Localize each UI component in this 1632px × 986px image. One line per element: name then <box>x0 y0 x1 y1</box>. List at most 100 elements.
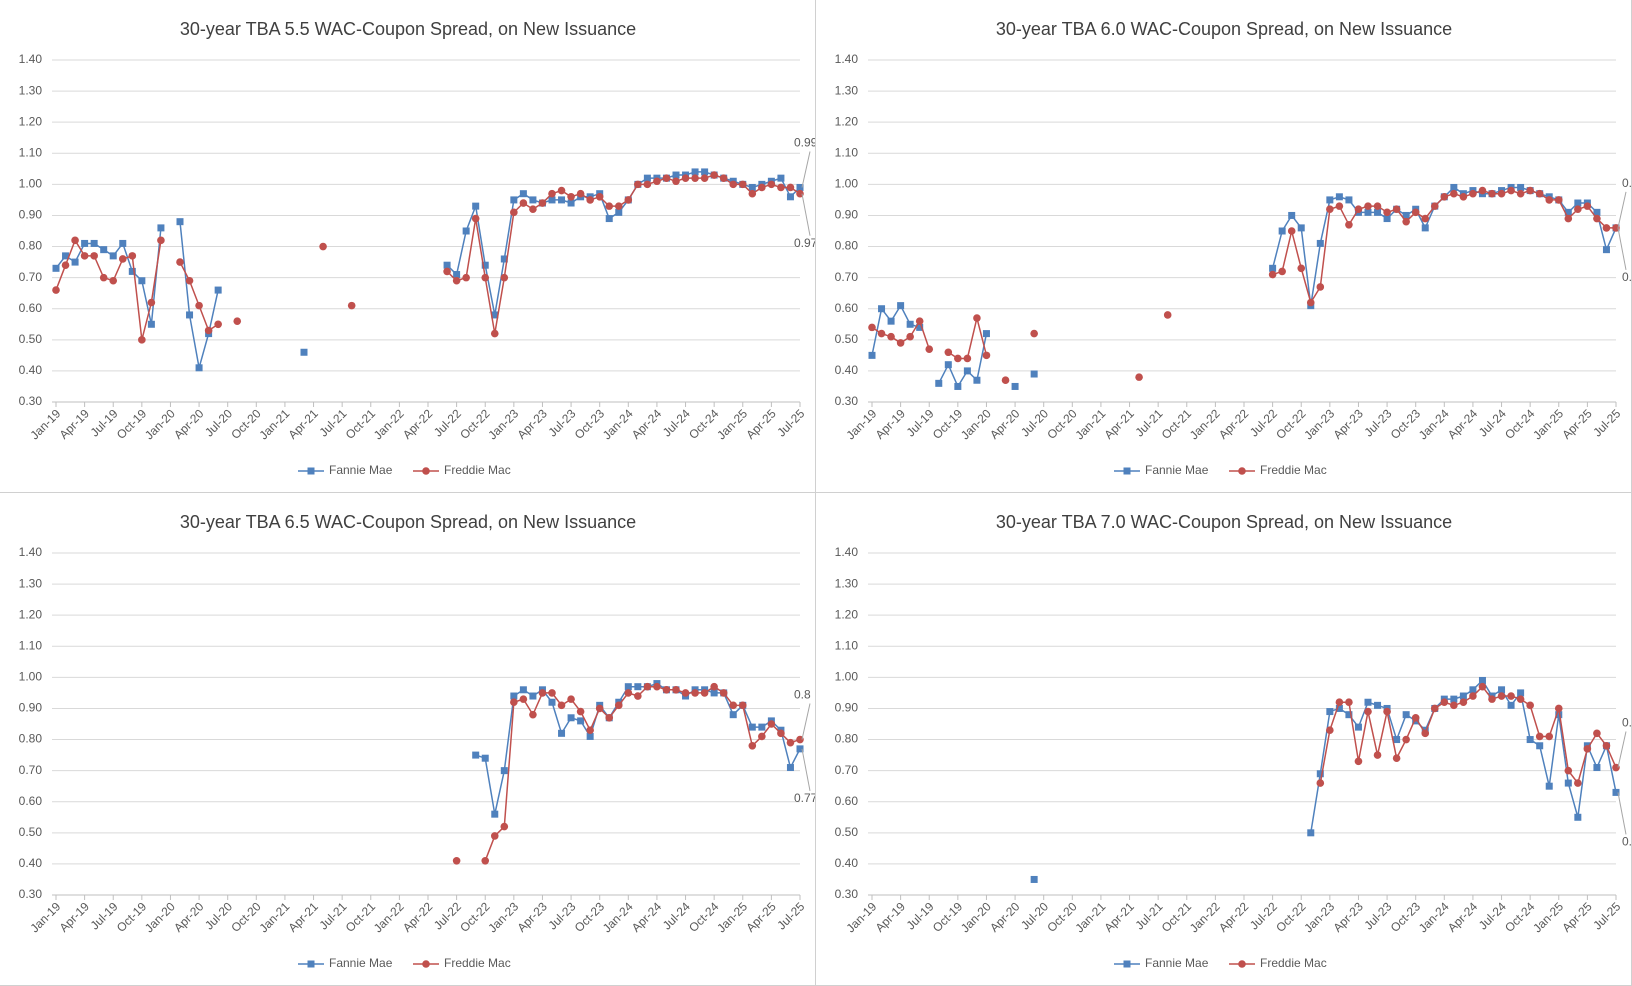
data-point <box>347 301 356 310</box>
data-point <box>758 183 766 192</box>
data-point <box>896 339 905 347</box>
data-point <box>748 189 757 198</box>
legend: Fannie Mae Freddie Mac <box>1114 956 1327 970</box>
x-tick-label: Oct-21 <box>1159 406 1195 442</box>
data-point <box>1392 754 1401 762</box>
data-point <box>1354 205 1363 214</box>
data-point <box>1297 264 1306 273</box>
data-point <box>1393 736 1401 744</box>
data-point <box>558 729 566 737</box>
data-point <box>1374 701 1382 709</box>
legend-label: Freddie Mac <box>444 956 511 970</box>
y-tick-label: 0.60 <box>835 301 859 315</box>
data-point <box>748 723 756 731</box>
data-point <box>605 202 614 210</box>
x-tick-label: Jul-25 <box>774 899 807 932</box>
x-tick-label: Apr-19 <box>57 899 93 935</box>
data-point <box>1392 205 1401 214</box>
x-tick-label: Oct-23 <box>1388 899 1424 935</box>
data-point <box>481 754 489 762</box>
y-tick-label: 1.00 <box>19 670 43 684</box>
x-tick-label: Apr-20 <box>171 406 207 442</box>
data-point <box>1030 329 1038 338</box>
data-point <box>99 273 108 282</box>
legend-marker <box>422 467 430 475</box>
chart-title: 30-year TBA 7.0 WAC-Coupon Spread, on Ne… <box>996 512 1452 532</box>
x-tick-label: Apr-25 <box>1559 899 1595 935</box>
data-point <box>577 717 585 725</box>
x-tick-label: Oct-24 <box>1502 406 1538 442</box>
data-point <box>1516 189 1525 198</box>
x-tick-label: Jan-23 <box>1301 899 1337 935</box>
data-point <box>1478 676 1486 684</box>
data-point <box>1478 682 1487 691</box>
data-point <box>1574 199 1582 207</box>
data-point <box>691 168 699 176</box>
data-point <box>185 276 194 285</box>
chart-panel: 30-year TBA 6.5 WAC-Coupon Spread, on Ne… <box>0 493 816 986</box>
y-tick-label: 1.40 <box>835 545 859 559</box>
data-point <box>1602 246 1610 254</box>
data-point <box>214 320 222 329</box>
data-point <box>963 354 972 363</box>
data-point <box>963 367 971 375</box>
data-point <box>767 180 776 189</box>
data-point <box>500 255 508 263</box>
y-tick-label: 1.10 <box>835 638 859 652</box>
y-tick-label: 0.70 <box>835 763 859 777</box>
data-point <box>1554 196 1563 204</box>
data-point <box>1574 205 1582 214</box>
data-point <box>767 720 776 728</box>
data-point <box>1593 729 1601 738</box>
data-point <box>1268 270 1277 279</box>
data-point <box>80 252 89 260</box>
x-tick-label: Jan-23 <box>485 406 521 442</box>
x-tick-label: Apr-23 <box>1330 899 1366 935</box>
data-point <box>973 314 981 322</box>
y-tick-label: 1.00 <box>835 177 859 191</box>
data-point <box>1354 723 1362 731</box>
y-tick-label: 0.90 <box>835 208 859 222</box>
data-point <box>643 682 652 691</box>
data-point <box>109 252 117 260</box>
data-label: 0.86 <box>1622 270 1632 284</box>
data-point <box>1335 704 1343 712</box>
x-tick-label: Jan-23 <box>1301 406 1337 442</box>
data-point <box>777 729 785 738</box>
data-point <box>529 692 537 700</box>
x-tick-label: Jan-24 <box>600 899 636 935</box>
data-point <box>1564 779 1572 787</box>
data-point <box>119 239 127 247</box>
label-leader <box>1617 191 1627 228</box>
data-point <box>1517 689 1525 697</box>
data-point <box>916 323 924 331</box>
data-point <box>925 345 934 353</box>
y-tick-label: 0.40 <box>19 363 43 377</box>
data-point <box>748 741 757 750</box>
x-tick-label: Jan-22 <box>371 406 407 442</box>
series-line <box>55 171 801 369</box>
data-point <box>777 174 785 182</box>
data-point <box>1287 227 1296 235</box>
x-tick-label: Apr-21 <box>1102 899 1138 935</box>
data-point <box>1383 215 1391 223</box>
data-point <box>186 311 194 319</box>
data-point <box>52 286 60 294</box>
data-point <box>529 710 537 719</box>
data-point <box>519 199 528 207</box>
x-tick-label: Jan-24 <box>1416 899 1452 935</box>
data-point <box>1450 183 1458 191</box>
x-tick-label: Apr-19 <box>57 406 93 442</box>
data-point <box>1469 692 1477 700</box>
data-point <box>758 732 766 741</box>
legend-label: Freddie Mac <box>1260 463 1327 477</box>
x-tick-label: Jan-21 <box>256 406 292 442</box>
data-point <box>1450 695 1458 703</box>
data-point <box>1307 829 1315 837</box>
y-tick-label: 1.10 <box>19 145 43 159</box>
x-tick-label: Apr-24 <box>1445 899 1481 935</box>
data-point <box>472 751 480 759</box>
data-point <box>576 189 585 198</box>
data-point <box>786 738 795 747</box>
data-point <box>1536 742 1544 750</box>
